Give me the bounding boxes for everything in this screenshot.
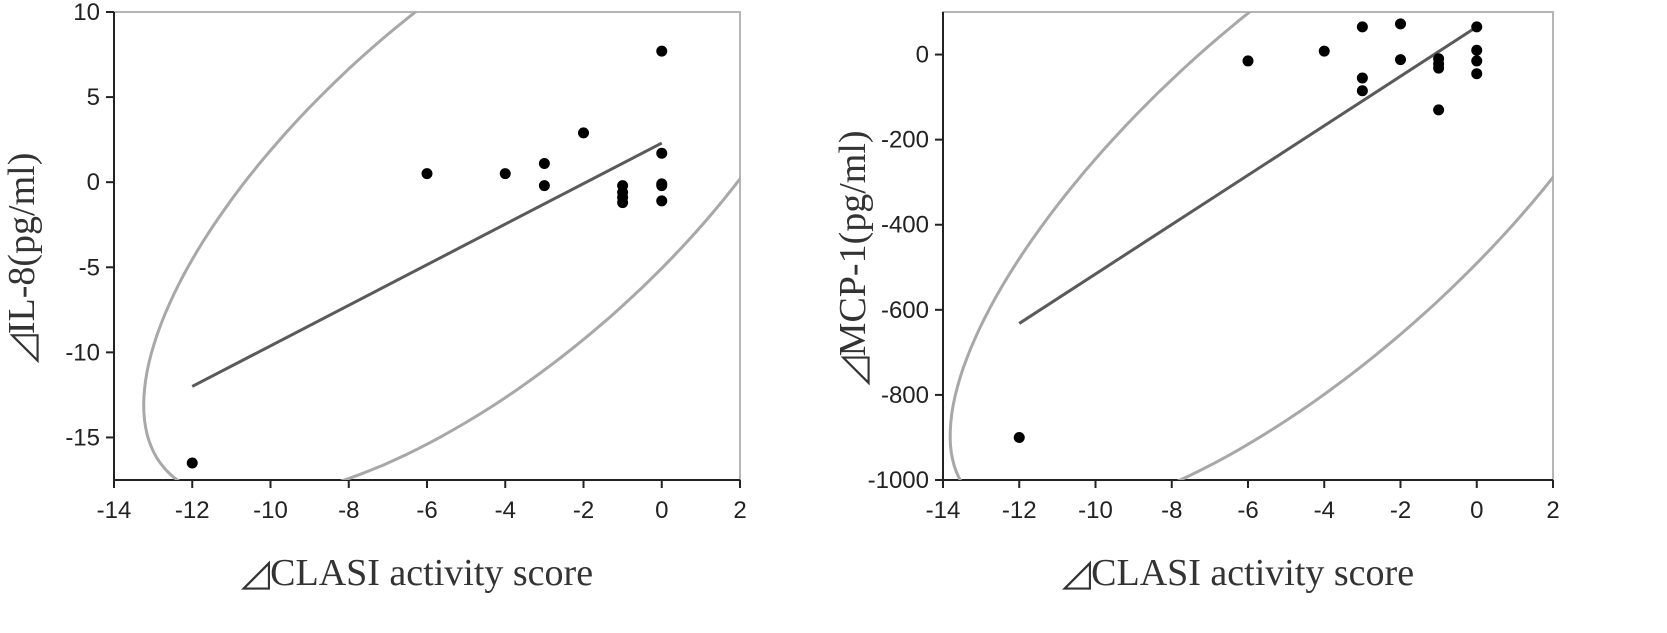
mcp1-y-tick-label: -600	[881, 297, 929, 324]
il8-x-tick-label: 0	[655, 497, 668, 524]
il8-x-tick-label: -4	[495, 497, 516, 524]
mcp1-y-tick-label: -800	[881, 382, 929, 409]
il8-fit-line	[191, 141, 663, 388]
il8-y-tick-label: 0	[87, 169, 100, 196]
mcp1-scatter-chart: 0 -200 -400 -600 -800 -1000 -14 -12 -10 -8 -6 -4 -2 0…	[832, 11, 1560, 594]
mcp1-data-point	[1356, 21, 1368, 33]
mcp1-data-point	[1356, 72, 1368, 84]
il8-x-tick-label: -2	[573, 497, 594, 524]
il8-data-point	[538, 180, 550, 192]
il8-data-point	[499, 168, 511, 180]
mcp1-data-point	[1433, 104, 1445, 116]
mcp1-data-point	[1242, 55, 1254, 67]
il8-y-tick-label: 10	[73, 0, 100, 26]
il8-x-tick-label: -8	[338, 497, 359, 524]
il8-scatter-chart: 10 5 0 -5 -10 -15 -14 -12 -10 -8 -6 -4 -2 0 2 ◿IL-8(pg/…	[1, 0, 747, 594]
mcp1-x-tick-label: -10	[1078, 497, 1113, 524]
il8-data-point	[656, 147, 668, 159]
mcp1-x-tick-label: 0	[1470, 497, 1483, 524]
il8-y-tick-label: -10	[65, 339, 100, 366]
mcp1-fit-line	[1018, 25, 1478, 325]
mcp1-data-point	[1471, 55, 1483, 67]
il8-x-tick-label: -14	[97, 497, 132, 524]
il8-density-ellipse	[142, 12, 740, 480]
mcp1-y-tick-label: -400	[881, 212, 929, 239]
mcp1-x-tick-label: -8	[1161, 497, 1182, 524]
il8-x-tick-label: -10	[253, 497, 288, 524]
il8-y-tick-label: 5	[87, 84, 100, 111]
mcp1-plot-frame	[942, 11, 1554, 481]
mcp1-data-point	[1395, 18, 1406, 30]
il8-data-point	[186, 457, 198, 469]
mcp1-y-tick-label: 0	[916, 42, 929, 69]
mcp1-x-tick-label: -4	[1314, 497, 1335, 524]
mcp1-data-point	[1356, 85, 1368, 97]
il8-plot-frame	[113, 11, 741, 481]
il8-x-tick-label: 2	[733, 497, 746, 524]
il8-data-point	[656, 45, 668, 57]
mcp1-data-point	[1471, 44, 1483, 56]
mcp1-x-tick-label: -2	[1390, 497, 1411, 524]
il8-data-point	[656, 180, 668, 192]
mcp1-x-tick-label: 2	[1546, 497, 1559, 524]
il8-data-point	[538, 157, 550, 169]
il8-data-point	[578, 127, 589, 139]
mcp1-y-tick-label: -1000	[868, 467, 929, 494]
mcp1-data-point	[1471, 68, 1483, 80]
il8-data-point	[421, 168, 433, 180]
mcp1-x-axis-title: ◿CLASI activity score	[1062, 552, 1414, 594]
il8-x-tick-label: -6	[416, 497, 437, 524]
il8-chart-panel: 10 5 0 -5 -10 -15 -14 -12 -10 -8 -6 -4 -2 0 2 ◿IL-8(pg/…	[0, 0, 833, 633]
il8-data-point	[617, 197, 629, 209]
mcp1-density-ellipse	[948, 12, 1553, 480]
mcp1-data-point	[1395, 54, 1406, 66]
mcp1-data-point	[1318, 45, 1330, 57]
mcp1-y-axis-title: ◿MCP-1(pg/ml)	[832, 130, 874, 385]
mcp1-x-tick-label: -14	[926, 497, 961, 524]
mcp1-data-point	[1433, 62, 1445, 74]
mcp1-data-point	[1471, 21, 1483, 33]
mcp1-chart-panel: 0 -200 -400 -600 -800 -1000 -14 -12 -10 -8 -6 -4 -2 0…	[832, 0, 1667, 633]
il8-data-point	[656, 195, 668, 207]
il8-x-axis-title: ◿CLASI activity score	[241, 552, 593, 594]
mcp1-x-tick-label: -6	[1237, 497, 1258, 524]
il8-y-tick-label: -5	[79, 254, 100, 281]
il8-x-tick-label: -12	[175, 497, 210, 524]
mcp1-data-point	[1013, 431, 1025, 443]
il8-y-tick-label: -15	[65, 424, 100, 451]
mcp1-x-tick-label: -12	[1002, 497, 1037, 524]
mcp1-y-tick-label: -200	[881, 127, 929, 154]
il8-y-axis-title: ◿IL-8(pg/ml)	[1, 153, 43, 364]
